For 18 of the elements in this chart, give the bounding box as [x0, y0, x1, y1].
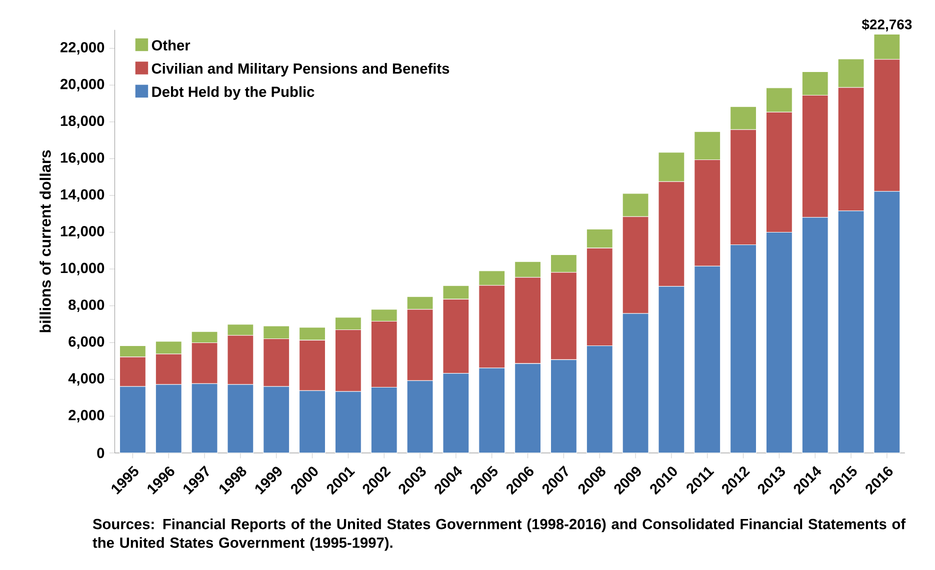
y-tick-label: 20,000 [60, 79, 104, 92]
y-tick-label: 4,000 [68, 373, 104, 386]
total-label: $22,763 [862, 18, 912, 32]
y-tick-label: 6,000 [68, 336, 104, 349]
y-tick-label: 18,000 [60, 116, 104, 128]
y-tick-label: 8,000 [68, 300, 104, 312]
legend-label: Civilian and Military Pensions and Benefits [152, 63, 450, 77]
legend-label: Debt Held by the Public [152, 86, 314, 100]
y-axis-title: billions of current dollars [40, 150, 51, 332]
y-tick-label: 10,000 [60, 262, 104, 276]
y-tick-label: 14,000 [60, 189, 104, 202]
y-tick-label: 0 [97, 448, 104, 458]
y-tick-label: 16,000 [60, 152, 104, 166]
y-tick-label: 12,000 [60, 226, 104, 239]
y-tick-label: 22,000 [60, 42, 104, 55]
legend-label: Other [152, 40, 190, 51]
y-tick-label: 2,000 [68, 410, 104, 423]
source-note: Sources: Financial Reports of the United States Government (1998-2016) and Consolidated Financial Statements of the United States Government (1995-1997). [92, 518, 906, 551]
